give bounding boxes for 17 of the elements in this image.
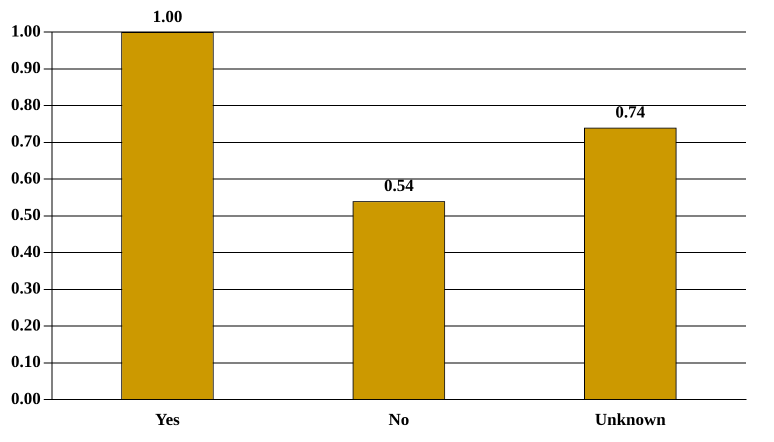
- y-tick-label: 0.20: [11, 315, 41, 334]
- data-label: 0.54: [384, 176, 414, 195]
- x-tick-label: Yes: [155, 410, 180, 430]
- y-tick-label: 0.10: [11, 352, 41, 372]
- y-tick-label: 0.60: [11, 168, 41, 188]
- y-tick-label: 0.40: [11, 242, 41, 261]
- y-tick-label: 1.00: [11, 21, 41, 40]
- y-tick-label: 0.00: [11, 388, 41, 408]
- y-tick-label: 0.30: [11, 278, 41, 298]
- x-tick-label: No: [388, 410, 410, 430]
- y-tick-label: 0.80: [11, 94, 41, 114]
- x-tick-label: Unknown: [594, 410, 666, 430]
- y-tick-label: 0.70: [11, 132, 41, 151]
- data-label: 0.74: [615, 102, 646, 122]
- data-label: 1.00: [152, 6, 182, 26]
- y-tick-label: 0.90: [11, 58, 41, 78]
- y-tick-label: 0.50: [11, 205, 41, 224]
